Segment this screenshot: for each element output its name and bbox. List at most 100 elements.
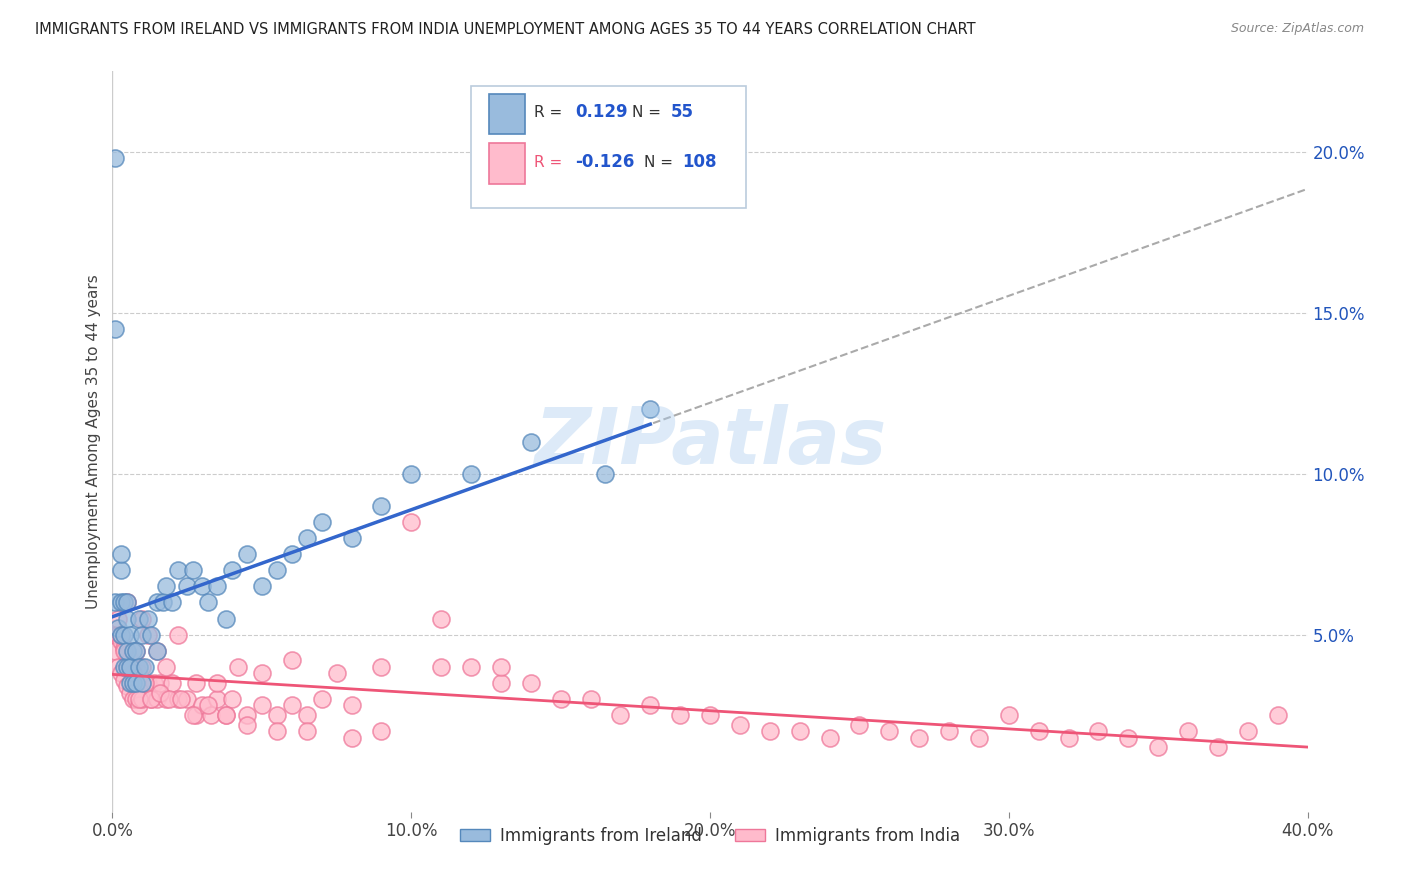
Point [117, 647, 139, 661]
Point [120, 676, 142, 690]
Point [146, 644, 169, 658]
Point [125, 676, 148, 690]
Point [128, 660, 150, 674]
Point [110, 547, 132, 561]
Point [669, 708, 692, 723]
Text: Source: ZipAtlas.com: Source: ZipAtlas.com [1230, 22, 1364, 36]
Point [146, 644, 169, 658]
Point [699, 708, 721, 723]
Point [125, 644, 148, 658]
Point [205, 579, 228, 593]
Point [236, 718, 259, 732]
Point [131, 660, 153, 674]
Point [138, 676, 160, 690]
Point [104, 151, 127, 165]
Point [938, 724, 960, 739]
Point [134, 660, 156, 674]
Point [520, 676, 543, 690]
Point [340, 531, 363, 545]
Point [1087, 724, 1109, 739]
Bar [489, 144, 524, 184]
Point [138, 628, 160, 642]
Point [120, 653, 142, 667]
Point [430, 660, 453, 674]
Point [197, 698, 219, 713]
Point [311, 692, 333, 706]
Point [967, 731, 990, 745]
Point [152, 595, 174, 609]
Point [128, 698, 150, 713]
Text: 0.129: 0.129 [575, 103, 627, 121]
Point [110, 628, 132, 642]
Point [167, 692, 190, 706]
Point [141, 692, 163, 706]
Point [848, 718, 870, 732]
Point [107, 660, 129, 674]
Point [295, 531, 318, 545]
Point [215, 611, 238, 625]
Point [311, 515, 333, 529]
Text: -0.126: -0.126 [575, 153, 634, 171]
Point [1057, 731, 1080, 745]
Point [149, 676, 172, 690]
Point [131, 692, 153, 706]
Point [200, 708, 222, 723]
Text: R =: R = [534, 155, 568, 169]
Point [122, 666, 145, 681]
Point [117, 644, 139, 658]
Point [579, 692, 602, 706]
Point [122, 676, 145, 690]
Point [250, 698, 273, 713]
Point [520, 434, 543, 449]
Point [226, 660, 249, 674]
Point [1206, 740, 1229, 755]
Point [155, 660, 177, 674]
Point [236, 547, 259, 561]
Bar [489, 94, 524, 135]
Point [281, 653, 304, 667]
Point [131, 611, 153, 625]
Point [221, 692, 243, 706]
Point [609, 708, 631, 723]
Point [104, 644, 127, 658]
Point [595, 467, 617, 481]
Point [1147, 740, 1170, 755]
Point [114, 595, 135, 609]
Point [128, 692, 150, 706]
Point [114, 660, 135, 674]
Point [157, 692, 180, 706]
Point [107, 628, 129, 642]
Point [114, 628, 135, 642]
Point [295, 708, 318, 723]
Point [110, 563, 132, 577]
Point [1118, 731, 1140, 745]
Point [141, 692, 163, 706]
Point [430, 611, 453, 625]
Point [818, 731, 841, 745]
Point [149, 685, 172, 699]
Point [205, 676, 228, 690]
Point [120, 628, 142, 642]
Point [460, 660, 482, 674]
Point [120, 660, 142, 674]
Point [141, 628, 163, 642]
Point [460, 467, 482, 481]
Point [266, 724, 288, 739]
Point [134, 676, 156, 690]
Point [167, 628, 190, 642]
Point [879, 724, 901, 739]
Point [181, 708, 204, 723]
Text: N =: N = [633, 104, 666, 120]
Text: ZIPatlas: ZIPatlas [534, 403, 886, 480]
Point [131, 676, 153, 690]
Y-axis label: Unemployment Among Ages 35 to 44 years: Unemployment Among Ages 35 to 44 years [86, 274, 101, 609]
Text: IMMIGRANTS FROM IRELAND VS IMMIGRANTS FROM INDIA UNEMPLOYMENT AMONG AGES 35 TO 4: IMMIGRANTS FROM IRELAND VS IMMIGRANTS FR… [35, 22, 976, 37]
Point [215, 708, 238, 723]
Point [176, 692, 198, 706]
Point [107, 611, 129, 625]
Point [205, 692, 228, 706]
Point [340, 731, 363, 745]
Point [162, 676, 183, 690]
Point [489, 660, 512, 674]
Point [236, 708, 259, 723]
